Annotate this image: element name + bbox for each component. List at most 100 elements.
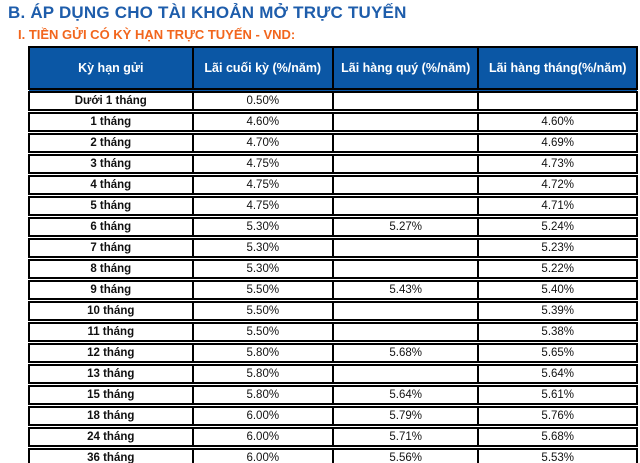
rate-cell: 4.71% bbox=[477, 193, 638, 219]
rate-cell bbox=[331, 151, 480, 177]
rate-cell: 5.50% bbox=[191, 277, 334, 303]
rate-cell: 5.71% bbox=[331, 424, 480, 450]
rate-cell: 0.50% bbox=[191, 88, 334, 114]
rate-cell bbox=[331, 109, 480, 135]
rate-cell: 5.56% bbox=[331, 445, 480, 463]
rate-table-body: Dưới 1 tháng 0.50% 1 tháng 4.60% 4.60% 2 thán… bbox=[28, 88, 638, 463]
rate-cell: 4.75% bbox=[191, 151, 334, 177]
rate-cell: 5.50% bbox=[191, 319, 334, 345]
rate-table: Kỳ hạn gửi Lãi cuối kỳ (%/năm) Lãi hàng … bbox=[28, 46, 638, 463]
term-cell: 8 tháng bbox=[28, 256, 194, 282]
rate-cell: 5.39% bbox=[477, 298, 638, 324]
term-cell: 7 tháng bbox=[28, 235, 194, 261]
rate-cell: 5.61% bbox=[477, 382, 638, 408]
section-subtitle: I. TIỀN GỬI CÓ KỲ HẠN TRỰC TUYẾN - VND: bbox=[18, 27, 296, 42]
rate-cell: 5.30% bbox=[191, 256, 334, 282]
table-row: 15 tháng 5.80% 5.64% 5.61% bbox=[28, 382, 638, 408]
rate-cell bbox=[331, 130, 480, 156]
rate-cell: 4.70% bbox=[191, 130, 334, 156]
rate-cell: 5.27% bbox=[331, 214, 480, 240]
col-header-quarterly-rate: Lãi hàng quý (%/năm) bbox=[331, 46, 480, 92]
term-cell: 1 tháng bbox=[28, 109, 194, 135]
table-row: 10 tháng 5.50% 5.39% bbox=[28, 298, 638, 324]
term-cell: 36 tháng bbox=[28, 445, 194, 463]
rate-cell: 4.60% bbox=[477, 109, 638, 135]
rate-cell: 5.65% bbox=[477, 340, 638, 366]
rate-cell: 4.60% bbox=[191, 109, 334, 135]
rate-cell: 5.43% bbox=[331, 277, 480, 303]
rate-cell: 6.00% bbox=[191, 445, 334, 463]
table-row: 7 tháng 5.30% 5.23% bbox=[28, 235, 638, 261]
term-cell: 18 tháng bbox=[28, 403, 194, 429]
col-header-term: Kỳ hạn gửi bbox=[28, 46, 194, 92]
term-cell: 5 tháng bbox=[28, 193, 194, 219]
rate-cell: 5.30% bbox=[191, 214, 334, 240]
term-cell: 15 tháng bbox=[28, 382, 194, 408]
table-row: 3 tháng 4.75% 4.73% bbox=[28, 151, 638, 177]
table-row: 36 tháng 6.00% 5.56% 5.53% bbox=[28, 445, 638, 463]
term-cell: 2 tháng bbox=[28, 130, 194, 156]
rate-cell: 5.79% bbox=[331, 403, 480, 429]
rate-cell bbox=[331, 172, 480, 198]
table-row: 8 tháng 5.30% 5.22% bbox=[28, 256, 638, 282]
rate-cell: 5.38% bbox=[477, 319, 638, 345]
table-row: 4 tháng 4.75% 4.72% bbox=[28, 172, 638, 198]
rate-cell: 5.80% bbox=[191, 361, 334, 387]
table-row: 9 tháng 5.50% 5.43% 5.40% bbox=[28, 277, 638, 303]
term-cell: 13 tháng bbox=[28, 361, 194, 387]
rate-cell bbox=[477, 88, 638, 114]
table-header-row: Kỳ hạn gửi Lãi cuối kỳ (%/năm) Lãi hàng … bbox=[28, 46, 638, 92]
rate-cell: 4.73% bbox=[477, 151, 638, 177]
rate-cell: 5.30% bbox=[191, 235, 334, 261]
rate-cell: 5.76% bbox=[477, 403, 638, 429]
table-row: 18 tháng 6.00% 5.79% 5.76% bbox=[28, 403, 638, 429]
rate-cell: 4.75% bbox=[191, 172, 334, 198]
rate-cell: 5.80% bbox=[191, 382, 334, 408]
term-cell: 4 tháng bbox=[28, 172, 194, 198]
rate-cell: 5.68% bbox=[331, 340, 480, 366]
page-title: B. ÁP DỤNG CHO TÀI KHOẢN MỞ TRỰC TUYẾN bbox=[8, 3, 407, 22]
rate-table-container: Kỳ hạn gửi Lãi cuối kỳ (%/năm) Lãi hàng … bbox=[28, 46, 638, 463]
rate-cell: 5.50% bbox=[191, 298, 334, 324]
rate-cell: 4.69% bbox=[477, 130, 638, 156]
rate-cell: 4.75% bbox=[191, 193, 334, 219]
table-row: 13 tháng 5.80% 5.64% bbox=[28, 361, 638, 387]
rate-cell: 5.23% bbox=[477, 235, 638, 261]
rate-cell: 6.00% bbox=[191, 403, 334, 429]
table-row: 11 tháng 5.50% 5.38% bbox=[28, 319, 638, 345]
rate-cell: 5.68% bbox=[477, 424, 638, 450]
col-header-end-of-term-rate: Lãi cuối kỳ (%/năm) bbox=[191, 46, 334, 92]
rate-cell: 5.64% bbox=[477, 361, 638, 387]
term-cell: 12 tháng bbox=[28, 340, 194, 366]
rate-cell: 5.40% bbox=[477, 277, 638, 303]
term-cell: 24 tháng bbox=[28, 424, 194, 450]
term-cell: 11 tháng bbox=[28, 319, 194, 345]
table-row: 12 tháng 5.80% 5.68% 5.65% bbox=[28, 340, 638, 366]
table-row: 2 tháng 4.70% 4.69% bbox=[28, 130, 638, 156]
term-cell: Dưới 1 tháng bbox=[28, 88, 194, 114]
rate-cell bbox=[331, 256, 480, 282]
rate-cell: 5.64% bbox=[331, 382, 480, 408]
table-row: 24 tháng 6.00% 5.71% 5.68% bbox=[28, 424, 638, 450]
rate-cell bbox=[331, 298, 480, 324]
rate-cell bbox=[331, 193, 480, 219]
table-row: 5 tháng 4.75% 4.71% bbox=[28, 193, 638, 219]
term-cell: 3 tháng bbox=[28, 151, 194, 177]
term-cell: 10 tháng bbox=[28, 298, 194, 324]
rate-cell bbox=[331, 235, 480, 261]
rate-cell: 5.53% bbox=[477, 445, 638, 463]
rate-cell bbox=[331, 361, 480, 387]
table-row: 6 tháng 5.30% 5.27% 5.24% bbox=[28, 214, 638, 240]
rate-cell bbox=[331, 319, 480, 345]
rate-cell bbox=[331, 88, 480, 114]
rate-cell: 5.24% bbox=[477, 214, 638, 240]
rate-cell: 5.22% bbox=[477, 256, 638, 282]
term-cell: 6 tháng bbox=[28, 214, 194, 240]
rate-cell: 6.00% bbox=[191, 424, 334, 450]
table-row: 1 tháng 4.60% 4.60% bbox=[28, 109, 638, 135]
rate-cell: 5.80% bbox=[191, 340, 334, 366]
term-cell: 9 tháng bbox=[28, 277, 194, 303]
rate-cell: 4.72% bbox=[477, 172, 638, 198]
table-row: Dưới 1 tháng 0.50% bbox=[28, 88, 638, 114]
col-header-monthly-rate: Lãi hàng tháng(%/năm) bbox=[477, 46, 638, 92]
